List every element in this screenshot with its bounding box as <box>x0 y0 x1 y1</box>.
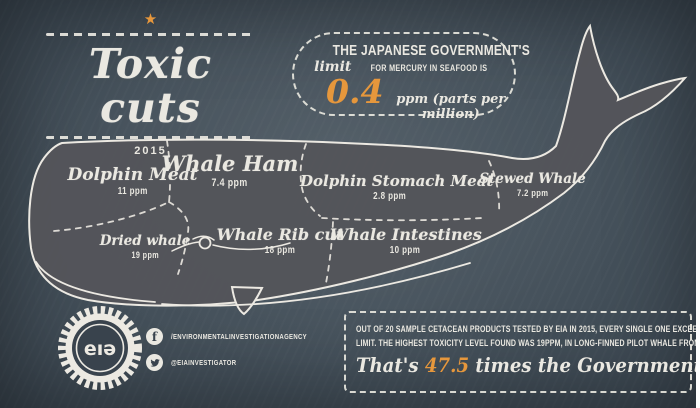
limit-callout: THE JAPANESE GOVERNMENT'S limit FOR MERC… <box>292 32 531 122</box>
title-rule-bottom <box>46 136 255 139</box>
limit-value-row: 0.4 ppm (parts per million) <box>326 72 508 122</box>
section-divider <box>53 201 170 232</box>
whale-eye-brow <box>192 235 215 241</box>
facebook-handle: /ENVIRONMENTALINVESTIGATIONAGENCY <box>171 332 308 341</box>
facebook-link[interactable]: f /ENVIRONMENTALINVESTIGATIONAGENCY <box>146 328 341 345</box>
limit-value: 0.4 <box>326 72 384 111</box>
cut-label-dried-whale: Dried whale 19 ppm <box>99 233 191 260</box>
section-divider <box>166 140 171 203</box>
whale-flipper <box>230 285 264 316</box>
whale-mouth-line <box>35 261 156 303</box>
section-divider <box>299 143 321 217</box>
whale-body <box>28 23 688 307</box>
eia-logo-badge: eıə <box>54 302 146 399</box>
image-edge-strip <box>696 0 700 408</box>
cut-label-whale-intestines: Whale Intestines 10 ppm <box>330 225 482 256</box>
cut-label-dolphin-stomach-meat: Dolphin Stomach Meat 2.8 ppm <box>300 172 494 202</box>
title-year: 2015 <box>134 145 167 157</box>
star-icon: ★ <box>143 11 158 28</box>
eia-seal-icon: eıə <box>58 306 142 390</box>
cut-label-dolphin-meat: Dolphin Meat 11 ppm <box>67 165 198 197</box>
whale-jaw-line <box>161 262 471 307</box>
section-divider <box>321 217 483 222</box>
whale-cheek-line-left <box>171 241 200 252</box>
section-divider <box>325 221 334 284</box>
note-line-1: OUT OF 20 SAMPLE CETACEAN PRODUCTS TESTE… <box>356 324 700 334</box>
page-title: Toxic cuts <box>88 40 213 132</box>
whale-eye <box>198 236 212 250</box>
findings-note: OUT OF 20 SAMPLE CETACEAN PRODUCTS TESTE… <box>344 311 700 393</box>
cut-label-stewed-whale: Stewed Whale 7.2 ppm <box>479 171 586 199</box>
limit-unit: ppm (parts per million) <box>396 92 506 122</box>
facebook-icon: f <box>146 328 163 345</box>
twitter-handle: @EIAINVESTIGATOR <box>171 358 237 367</box>
cut-label-whale-ham: Whale Ham 7.4 ppm <box>161 151 299 189</box>
whale-cheek-line <box>212 242 291 251</box>
twitter-link[interactable]: @EIAINVESTIGATOR <box>146 354 341 371</box>
social-links: f /ENVIRONMENTALINVESTIGATIONAGENCY @EIA… <box>146 328 341 380</box>
section-divider <box>168 201 190 275</box>
title-rule-top <box>46 33 255 36</box>
note-line-2: LIMIT. THE HIGHEST TOXICITY LEVEL FOUND … <box>356 338 700 348</box>
svg-text:eıə: eıə <box>84 338 116 360</box>
highlight-multiplier: 47.5 <box>424 354 470 377</box>
limit-headline: THE JAPANESE GOVERNMENT'S <box>332 42 531 59</box>
section-divider <box>488 160 501 215</box>
limit-subline: limit FOR MERCURY IN SEAFOOD IS <box>314 59 488 75</box>
cut-label-whale-rib-cut: Whale Rib cut 18 ppm <box>216 225 344 256</box>
title-block: ★ Toxic cuts 2015 <box>38 12 263 157</box>
twitter-bird-icon <box>146 354 163 371</box>
note-highlight: That's 47.5 times the Government limit <box>356 354 700 377</box>
